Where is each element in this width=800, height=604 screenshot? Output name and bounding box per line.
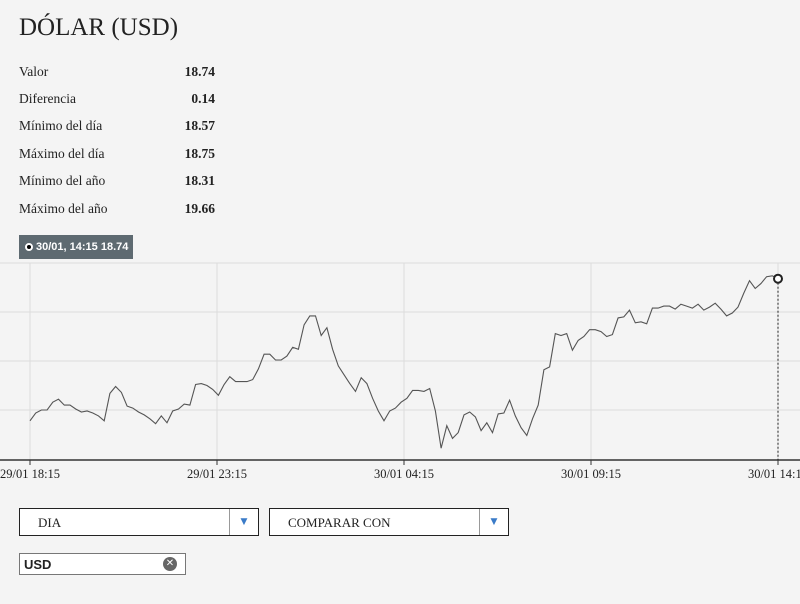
stat-label: Máximo del día: [19, 145, 105, 161]
x-tick-label: 30/01 04:15: [374, 467, 434, 481]
stat-label: Valor: [19, 63, 49, 79]
stat-label: Máximo del año: [19, 200, 108, 216]
stat-value: 18.31: [184, 173, 215, 189]
stat-value: 0.14: [191, 91, 215, 107]
chart-tooltip: 30/01, 14:15 18.74: [19, 235, 134, 259]
stat-value: 19.66: [184, 200, 215, 216]
stat-label: Mínimo del día: [19, 118, 103, 134]
stat-row: Máximo del año 19.66: [19, 195, 215, 222]
tooltip-text: 30/01, 14:15 18.74: [36, 241, 129, 253]
stat-value: 18.75: [184, 145, 215, 161]
x-tick-label: 29/01 18:15: [0, 467, 60, 481]
chevron-down-icon[interactable]: ▼: [229, 509, 258, 535]
currency-chip-label: USD: [24, 557, 52, 572]
x-tick-label: 30/01 14:15: [748, 467, 800, 481]
page-title: DÓLAR (USD): [19, 14, 179, 41]
stat-row: Mínimo del año 18.31: [19, 168, 215, 195]
line-chart[interactable]: 29/01 18:15 29/01 23:15 30/01 04:15 30/01 0…: [0, 260, 800, 490]
stat-value: 18.57: [184, 118, 215, 134]
stat-label: Diferencia: [19, 91, 76, 107]
period-select[interactable]: DIA ▼: [19, 508, 259, 536]
point-marker: [773, 273, 783, 284]
x-tick-label: 30/01 09:15: [561, 467, 621, 481]
chevron-down-icon[interactable]: ▼: [479, 509, 508, 535]
compare-select[interactable]: COMPARAR CON ▼: [269, 508, 509, 536]
point-marker-icon: [25, 243, 33, 251]
compare-select-placeholder: COMPARAR CON: [288, 515, 391, 530]
stat-row: Máximo del día 18.75: [19, 140, 215, 167]
stat-row: Valor 18.74: [19, 58, 215, 85]
stat-label: Mínimo del año: [19, 173, 106, 189]
series-line: [29, 275, 779, 449]
period-select-value: DIA: [38, 515, 62, 530]
stat-value: 18.74: [184, 63, 215, 79]
remove-icon[interactable]: ✕: [163, 557, 177, 571]
stat-row: Mínimo del día 18.57: [19, 113, 215, 140]
currency-chip: USD ✕: [19, 553, 186, 575]
stat-row: Diferencia 0.14: [19, 85, 215, 112]
stats-table: Valor 18.74 Diferencia 0.14 Mínimo del d…: [19, 58, 215, 222]
x-tick-label: 29/01 23:15: [187, 467, 247, 481]
